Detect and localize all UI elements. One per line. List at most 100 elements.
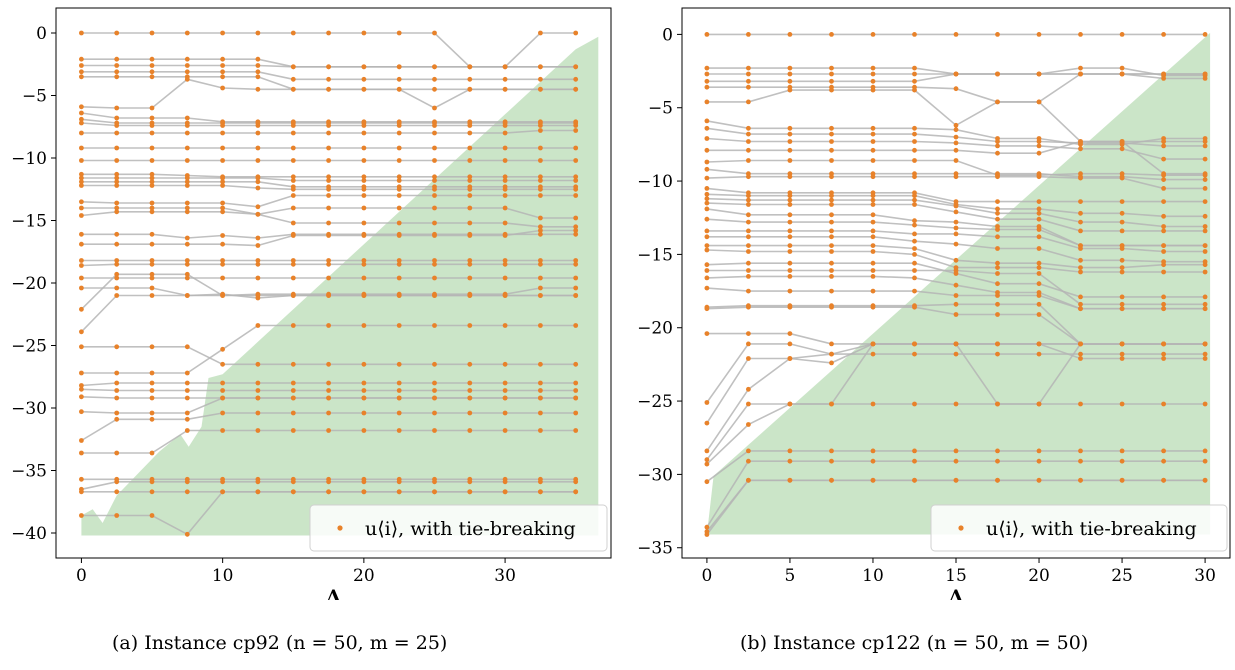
data-point <box>79 171 84 177</box>
data-point <box>255 293 261 298</box>
data-point <box>953 127 959 133</box>
data-point <box>290 293 296 298</box>
data-point <box>1161 186 1166 191</box>
data-point <box>704 420 710 426</box>
data-point <box>396 258 402 263</box>
data-point <box>361 193 367 198</box>
data-point <box>79 213 84 218</box>
data-point <box>396 174 402 180</box>
data-point <box>290 261 296 267</box>
data-point <box>1119 32 1125 37</box>
data-point <box>953 203 959 209</box>
data-point <box>502 388 508 393</box>
data-point <box>220 261 226 267</box>
data-point <box>912 477 917 483</box>
data-point <box>573 178 579 183</box>
data-point <box>870 131 876 137</box>
data-point <box>829 477 834 483</box>
data-point <box>573 489 579 495</box>
data-point <box>326 323 331 328</box>
data-point <box>746 249 751 254</box>
data-point <box>396 178 402 183</box>
data-point <box>953 282 959 288</box>
data-point <box>573 231 579 237</box>
data-point <box>432 76 437 82</box>
data-point <box>995 227 1000 232</box>
data-point <box>870 243 876 249</box>
data-point <box>1202 351 1208 357</box>
data-point <box>912 458 917 464</box>
data-point <box>704 65 710 71</box>
data-point <box>255 261 261 267</box>
data-point <box>502 293 508 298</box>
data-point <box>1036 448 1042 454</box>
data-point <box>361 158 367 163</box>
chart-panel-a: 0 −5 −10 −15 −20 −25 −30 −35 −40 0 10 20 30 Δu⟨i⟩, wi… <box>11 7 612 600</box>
data-point <box>912 174 917 180</box>
data-point <box>502 323 508 328</box>
data-point <box>290 220 296 226</box>
data-point <box>995 265 1000 270</box>
data-point <box>995 246 1000 251</box>
data-point <box>787 87 793 93</box>
data-point <box>184 293 190 298</box>
data-point <box>184 209 190 215</box>
data-point <box>870 87 876 93</box>
data-point <box>255 428 261 433</box>
data-point <box>79 409 84 415</box>
data-point <box>704 78 710 84</box>
data-point <box>912 351 917 357</box>
data-point <box>361 361 367 367</box>
data-point <box>1161 172 1166 178</box>
data-point <box>184 489 190 495</box>
data-point <box>1078 199 1083 205</box>
data-point <box>1202 199 1208 205</box>
data-point <box>573 228 579 233</box>
data-point <box>502 158 508 163</box>
data-point <box>995 32 1000 37</box>
data-point <box>870 219 876 225</box>
data-point <box>184 388 190 393</box>
data-point <box>220 175 226 181</box>
data-point <box>79 120 84 126</box>
data-point <box>114 241 120 247</box>
data-point <box>1036 150 1042 156</box>
data-point <box>573 261 579 267</box>
data-point <box>432 105 437 111</box>
data-point <box>1119 448 1125 454</box>
data-point <box>870 260 876 266</box>
data-point <box>573 145 579 151</box>
data-point <box>995 260 1000 266</box>
data-point <box>114 63 120 68</box>
data-point <box>220 200 226 206</box>
data-point <box>149 171 155 177</box>
data-point <box>746 268 751 273</box>
data-point <box>114 261 120 267</box>
data-point <box>502 233 508 238</box>
data-point <box>704 479 710 485</box>
data-point <box>953 312 959 317</box>
data-point <box>432 174 437 180</box>
data-point <box>361 174 367 180</box>
data-point <box>255 145 261 151</box>
data-point <box>79 183 84 188</box>
data-point <box>995 401 1000 407</box>
data-point <box>326 388 331 393</box>
data-point <box>1161 249 1166 254</box>
data-point <box>149 130 155 136</box>
data-point <box>1078 356 1083 361</box>
data-point <box>290 388 296 393</box>
data-point <box>573 215 579 221</box>
data-point <box>1119 210 1125 216</box>
data-point <box>114 416 120 422</box>
data-point <box>432 178 437 183</box>
data-point <box>1202 269 1208 275</box>
data-point <box>79 275 84 281</box>
data-point <box>220 361 226 367</box>
data-point <box>1202 294 1208 300</box>
data-point <box>912 401 917 407</box>
y-tick-label: −35 <box>11 462 47 482</box>
data-point <box>361 123 367 128</box>
data-point <box>1036 458 1042 464</box>
data-point <box>396 123 402 128</box>
